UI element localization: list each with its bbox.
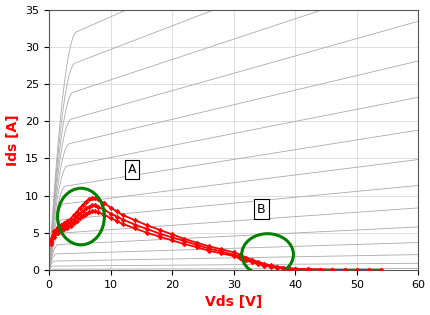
Text: B: B xyxy=(257,203,265,215)
Y-axis label: Ids [A]: Ids [A] xyxy=(6,114,19,166)
Text: A: A xyxy=(128,163,136,176)
X-axis label: Vds [V]: Vds [V] xyxy=(205,295,262,309)
